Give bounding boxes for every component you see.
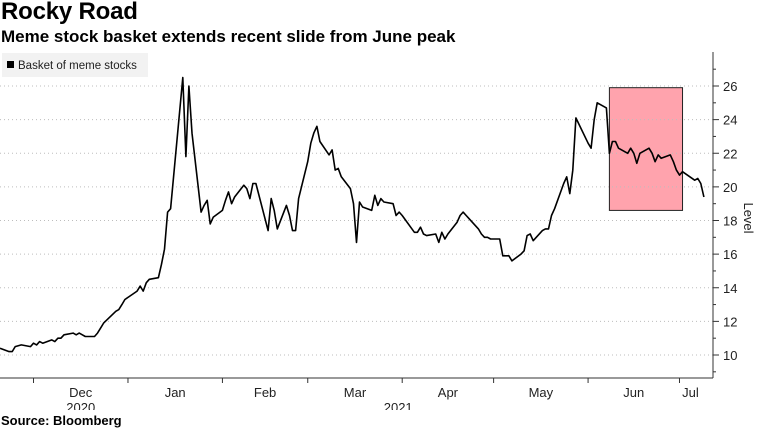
chart-subtitle: Meme stock basket extends recent slide f…: [1, 27, 456, 46]
y-axis-label: Level: [741, 202, 756, 233]
source-note: Source: Bloomberg: [1, 413, 122, 428]
series-line-meme-basket: [0, 76, 705, 353]
y-axis-ticks: 10 12 14 16 18 20 22 24 26 Level: [713, 68, 756, 373]
x-tick-label-0: Dec: [69, 385, 93, 400]
y-tick-label-26: 26: [723, 79, 737, 94]
x-tick-label-2: Feb: [254, 385, 276, 400]
y-tick-label-22: 22: [723, 146, 737, 161]
x-tick-label-3: Mar: [344, 385, 367, 400]
x-tick-label-6: Jun: [623, 385, 644, 400]
x-tick-label-5: May: [529, 385, 554, 400]
chart-title: Rocky Road: [1, 0, 138, 25]
legend: Basket of meme stocks: [2, 53, 148, 77]
y-tick-label-18: 18: [723, 214, 737, 229]
x-tick-label-4: Apr: [438, 385, 459, 400]
x-tick-label-7: Jul: [682, 385, 699, 400]
x-year-label-2021: 2021: [384, 400, 413, 410]
y-tick-label-24: 24: [723, 113, 737, 128]
y-tick-label-20: 20: [723, 180, 737, 195]
y-tick-label-14: 14: [723, 281, 737, 296]
y-tick-label-10: 10: [723, 348, 737, 363]
legend-swatch: [7, 61, 14, 68]
line-chart: 10 12 14 16 18 20 22 24 26 Level Dec Jan Feb Mar Apr M…: [0, 52, 756, 410]
x-axis-ticks: Dec Jan Feb Mar Apr May Jun Jul 2020 2021: [33, 378, 699, 410]
legend-box: [2, 53, 148, 77]
y-tick-label-12: 12: [723, 314, 737, 329]
legend-label: Basket of meme stocks: [18, 60, 137, 72]
gridlines: [0, 85, 713, 356]
x-year-label-2020: 2020: [66, 400, 95, 410]
x-tick-label-1: Jan: [165, 385, 186, 400]
y-tick-label-16: 16: [723, 247, 737, 262]
